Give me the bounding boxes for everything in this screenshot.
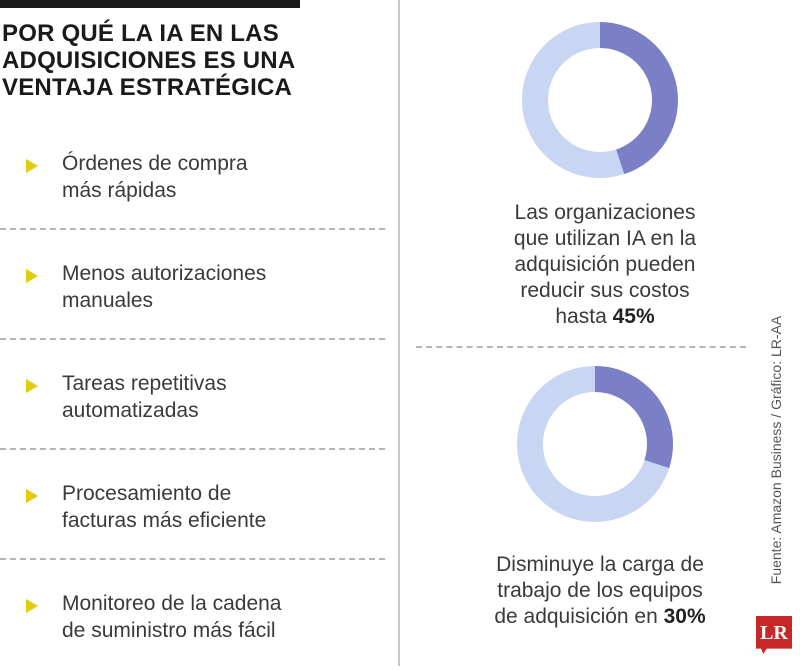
stat-cost-reduction: Las organizaciones que utilizan IA en la…	[450, 200, 760, 330]
benefit-line: automatizadas	[62, 399, 199, 422]
benefit-line: facturas más eficiente	[62, 509, 267, 532]
play-arrow-icon	[26, 489, 38, 503]
benefit-item: Tareas repetitivas automatizadas	[0, 340, 385, 450]
stat-prefix: hasta	[555, 305, 613, 328]
title-line: POR QUÉ LA IA EN LAS	[2, 20, 279, 47]
benefit-text: Monitoreo de la cadena de suministro más…	[62, 590, 362, 644]
section-divider	[416, 346, 746, 348]
benefit-line: Tareas repetitivas	[62, 372, 227, 395]
stat-highlight: 30%	[663, 605, 706, 628]
lr-logo: LR	[756, 616, 792, 654]
play-arrow-icon	[26, 379, 38, 393]
stat-line: trabajo de los equipos	[497, 579, 703, 602]
benefit-line: Órdenes de compra	[62, 152, 248, 175]
stat-line-final: de adquisición en 30%	[440, 604, 760, 630]
page-title: POR QUÉ LA IA EN LAS ADQUISICIONES ES UN…	[2, 20, 332, 101]
donut-chart-cost	[522, 22, 678, 179]
benefit-item: Menos autorizaciones manuales	[0, 230, 385, 340]
stat-line: Las organizaciones	[514, 201, 696, 224]
benefit-line: de suministro más fácil	[62, 619, 276, 642]
play-arrow-icon	[26, 269, 38, 283]
benefit-text: Procesamiento de facturas más eficiente	[62, 480, 362, 534]
benefit-item: Monitoreo de la cadena de suministro más…	[0, 560, 385, 670]
benefit-line: Monitoreo de la cadena	[62, 592, 282, 615]
benefit-text: Órdenes de compra más rápidas	[62, 150, 362, 204]
stat-line-final: hasta 45%	[450, 304, 760, 330]
benefit-item: Órdenes de compra más rápidas	[0, 120, 385, 230]
benefit-list: Órdenes de compra más rápidas Menos auto…	[0, 120, 385, 670]
benefit-text: Tareas repetitivas automatizadas	[62, 370, 362, 424]
donut-slice-rest	[522, 22, 625, 179]
benefit-line: más rápidas	[62, 179, 177, 202]
donut-slice-rest	[517, 366, 670, 522]
donut-chart-workload	[517, 366, 673, 522]
stat-workload: Disminuye la carga de trabajo de los equ…	[440, 552, 760, 630]
title-line: ADQUISICIONES ES UNA	[2, 47, 296, 74]
benefit-text: Menos autorizaciones manuales	[62, 260, 362, 314]
donut-slice-highlight	[600, 22, 678, 175]
benefit-line: Menos autorizaciones	[62, 262, 267, 285]
play-arrow-icon	[26, 159, 38, 173]
source-credit: Fuente: Amazon Business / Gráfico: LR-AA	[768, 315, 784, 585]
stat-line: que utilizan IA en la	[513, 227, 697, 250]
title-line: VENTAJA ESTRATÉGICA	[2, 74, 293, 101]
stat-line: Disminuye la carga de	[496, 553, 704, 576]
stat-line: reducir sus costos	[520, 279, 690, 302]
donut-slice-highlight	[595, 366, 673, 469]
top-rule	[0, 0, 300, 8]
benefit-line: manuales	[62, 289, 154, 312]
column-divider	[398, 0, 400, 666]
stat-line: adquisición pueden	[514, 253, 696, 276]
stat-prefix: de adquisición en	[494, 605, 664, 628]
play-arrow-icon	[26, 599, 38, 613]
stat-highlight: 45%	[612, 305, 655, 328]
benefit-item: Procesamiento de facturas más eficiente	[0, 450, 385, 560]
benefit-line: Procesamiento de	[62, 482, 232, 505]
